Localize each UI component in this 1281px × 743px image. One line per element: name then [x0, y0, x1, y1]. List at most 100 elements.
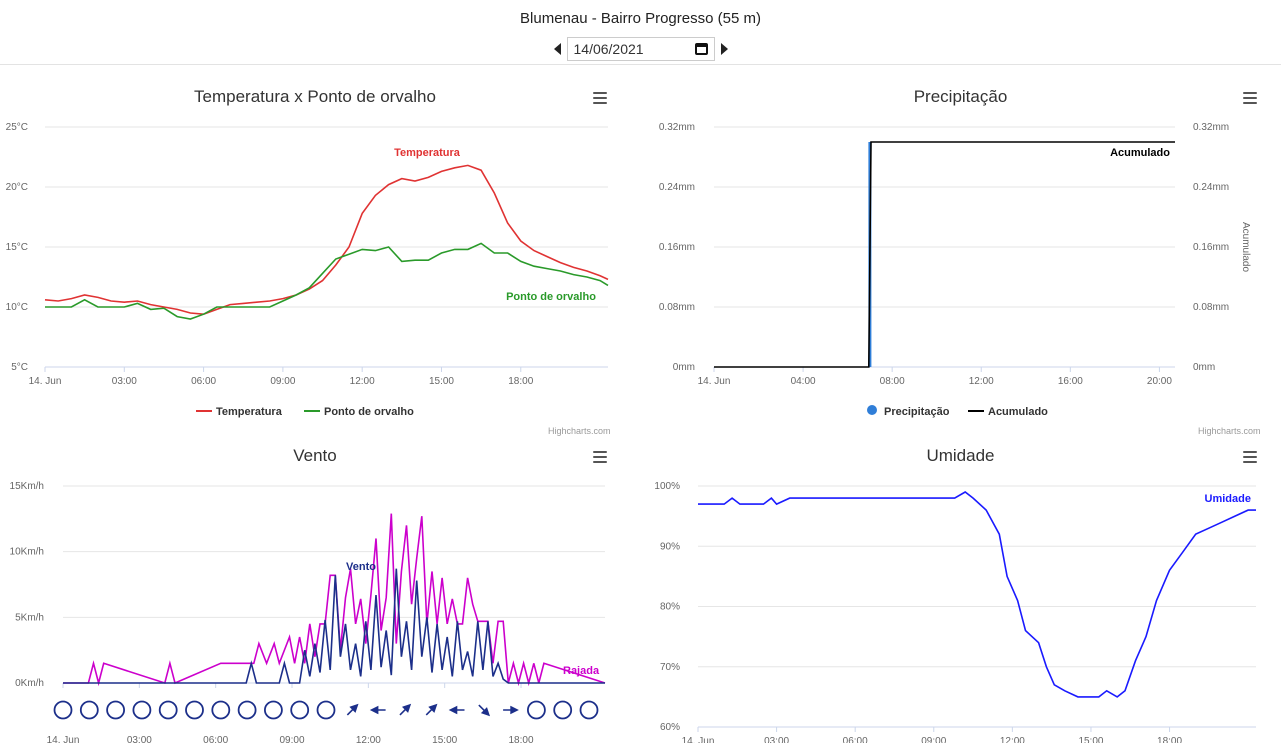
- x-tick-label: 14. Jun: [47, 735, 80, 743]
- y-tick-label: 0.24mm: [659, 182, 695, 193]
- y2-tick-label: 0.16mm: [1193, 242, 1229, 253]
- legend-item: Acumulado: [988, 406, 1048, 418]
- chart-menu-icon[interactable]: [1243, 92, 1257, 104]
- series-annotation: Umidade: [1205, 493, 1251, 505]
- legend-symbol: [867, 405, 877, 415]
- x-tick-label: 20:00: [1147, 376, 1172, 387]
- wind-calm-marker: [79, 700, 99, 720]
- chart-title: Vento: [293, 446, 337, 465]
- wind-direction-arrow: [503, 705, 519, 715]
- y-tick-label: 0.16mm: [659, 242, 695, 253]
- y-tick-label: 70%: [660, 662, 680, 673]
- x-tick-label: 12:00: [1000, 736, 1025, 743]
- wind-calm-marker: [263, 700, 283, 720]
- calendar-icon[interactable]: [694, 43, 708, 55]
- wind-direction-arrow: [448, 705, 465, 715]
- y2-tick-label: 0mm: [1193, 362, 1215, 373]
- y-tick-label: 15°C: [6, 242, 28, 253]
- wind-calm-marker: [185, 700, 204, 720]
- y-tick-label: 100%: [654, 481, 680, 492]
- x-tick-label: 03:00: [112, 376, 137, 387]
- y-tick-label: 80%: [660, 602, 680, 613]
- temperature-chart-panel: Temperatura x Ponto de orvalho 5°C 10°C 15…: [0, 65, 630, 440]
- humidity-chart: 60% 70% 80% 90% 100% 14. Jun 03:00 06:00 09:00 12…: [654, 481, 1256, 743]
- chart-title: Umidade: [926, 446, 995, 465]
- y-tick-label: 10°C: [6, 302, 28, 313]
- x-tick-label: 09:00: [270, 376, 295, 387]
- chart-title: Precipitação: [913, 87, 1008, 106]
- x-tick-label: 06:00: [203, 735, 228, 743]
- wind-calm-marker: [132, 700, 152, 720]
- x-tick-label: 08:00: [880, 376, 905, 387]
- date-input[interactable]: 14/06/2021: [566, 37, 715, 61]
- y2-tick-label: 0.08mm: [1193, 302, 1229, 313]
- y2-tick-label: 0.24mm: [1193, 182, 1229, 193]
- x-tick-label: 15:00: [429, 376, 454, 387]
- wind-calm-marker: [237, 700, 257, 720]
- y-tick-label: 60%: [660, 722, 680, 733]
- precipitation-chart: 0mm 0.08mm 0.16mm 0.24mm 0.32mm 0mm 0.08mm 0.16…: [659, 122, 1251, 418]
- x-tick-label: 03:00: [764, 736, 789, 743]
- y-tick-label: 0.08mm: [659, 302, 695, 313]
- y2-tick-label: 0.32mm: [1193, 122, 1229, 133]
- wind-chart-panel: Vento 0Km/h 5Km/h 10Km/h 15Km/h 14. Jun 03:00…: [0, 440, 630, 743]
- wind-direction-arrow: [478, 704, 491, 717]
- wind-chart: 0Km/h 5Km/h 10Km/h 15Km/h 14. Jun 03:00 06:00 0…: [10, 481, 606, 743]
- wind-direction-arrow: [369, 705, 386, 715]
- x-tick-label: 12:00: [969, 376, 994, 387]
- station-title: Blumenau - Bairro Progresso (55 m): [520, 10, 761, 27]
- chart-credit[interactable]: Highcharts.com: [1198, 426, 1261, 436]
- precipitation-chart-panel: Precipitação 0mm 0.08mm 0.16mm 0.24mm 0.32mm…: [640, 65, 1281, 440]
- chart-menu-icon[interactable]: [1243, 451, 1257, 463]
- wind-calm-marker: [316, 700, 336, 720]
- wind-calm-marker: [158, 700, 178, 720]
- x-tick-label: 18:00: [509, 735, 534, 743]
- wind-direction-arrow: [346, 703, 359, 716]
- wind-calm-marker: [553, 700, 573, 720]
- y-tick-label: 0.32mm: [659, 122, 695, 133]
- chart-menu-icon[interactable]: [593, 451, 607, 463]
- x-tick-label: 16:00: [1058, 376, 1083, 387]
- wind-calm-marker: [53, 700, 73, 720]
- wind-direction-arrow: [425, 703, 438, 716]
- series-line-vento: [63, 568, 605, 684]
- x-tick-label: 12:00: [356, 735, 381, 743]
- previous-day-icon[interactable]: [553, 43, 561, 55]
- y2-axis-title: Acumulado: [1240, 222, 1251, 272]
- y-tick-label: 5Km/h: [15, 612, 44, 623]
- x-tick-label: 06:00: [191, 376, 216, 387]
- humidity-chart-panel: Umidade 60% 70% 80% 90% 100% 14. Jun 03:00 06:0…: [640, 440, 1281, 743]
- wind-calm-marker: [527, 700, 546, 720]
- wind-calm-marker: [106, 700, 125, 720]
- x-tick-label: 12:00: [350, 376, 375, 387]
- legend-item: Temperatura: [216, 406, 283, 418]
- y-tick-label: 0Km/h: [15, 678, 44, 689]
- temperature-chart: 5°C 10°C 15°C 20°C 25°C 14. Jun 03:00 06:00 09:0…: [6, 122, 609, 418]
- series-annotation: Rajada: [563, 665, 600, 677]
- chart-credit[interactable]: Highcharts.com: [548, 426, 611, 436]
- y-tick-label: 5°C: [11, 362, 28, 373]
- y-tick-label: 0mm: [673, 362, 695, 373]
- y-tick-label: 25°C: [6, 122, 28, 133]
- y-tick-label: 10Km/h: [10, 547, 44, 558]
- wind-calm-marker: [211, 700, 231, 720]
- y-tick-label: 90%: [660, 541, 680, 552]
- series-annotation: Vento: [346, 561, 376, 573]
- x-tick-label: 09:00: [921, 736, 946, 743]
- y-tick-label: 20°C: [6, 182, 28, 193]
- chart-menu-icon[interactable]: [593, 92, 607, 104]
- wind-calm-marker: [290, 700, 310, 720]
- x-tick-label: 18:00: [508, 376, 533, 387]
- series-line-acumulado: [714, 141, 1175, 368]
- page-header: Blumenau - Bairro Progresso (55 m) 14/06…: [0, 0, 1281, 65]
- x-tick-label: 14. Jun: [698, 376, 731, 387]
- series-annotation: Acumulado: [1110, 147, 1170, 159]
- wind-calm-marker: [579, 700, 599, 720]
- series-line-rajada: [63, 513, 606, 687]
- x-tick-label: 04:00: [791, 376, 816, 387]
- x-tick-label: 06:00: [843, 736, 868, 743]
- series-line-temperatura: [44, 164, 609, 316]
- x-tick-label: 15:00: [432, 735, 457, 743]
- next-day-icon[interactable]: [720, 43, 728, 55]
- x-tick-label: 14. Jun: [682, 736, 715, 743]
